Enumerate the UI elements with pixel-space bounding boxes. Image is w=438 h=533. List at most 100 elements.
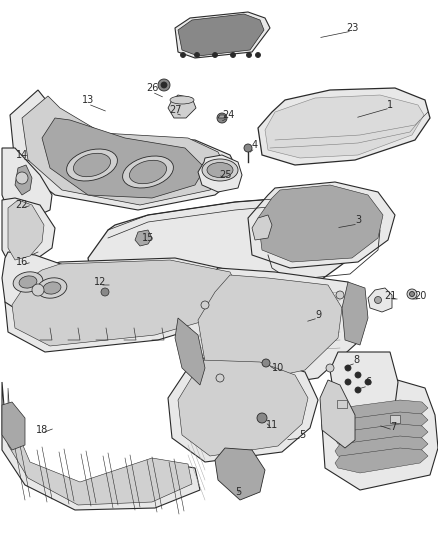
Polygon shape	[265, 95, 424, 158]
Polygon shape	[390, 415, 400, 423]
Polygon shape	[335, 412, 428, 437]
Circle shape	[230, 52, 236, 58]
Circle shape	[326, 364, 334, 372]
Polygon shape	[2, 148, 52, 220]
Polygon shape	[258, 185, 383, 262]
Text: 21: 21	[384, 291, 396, 301]
Circle shape	[410, 292, 414, 296]
Polygon shape	[175, 12, 270, 58]
Text: 6: 6	[365, 377, 371, 387]
Polygon shape	[258, 88, 430, 165]
Circle shape	[247, 52, 251, 58]
Circle shape	[32, 284, 44, 296]
Ellipse shape	[202, 159, 238, 181]
Circle shape	[355, 372, 361, 378]
Text: 15: 15	[142, 233, 154, 243]
Text: 24: 24	[222, 110, 234, 120]
Circle shape	[345, 379, 351, 385]
Circle shape	[407, 289, 417, 299]
Circle shape	[16, 172, 28, 184]
Text: 25: 25	[220, 170, 232, 180]
Text: 10: 10	[272, 363, 284, 373]
Polygon shape	[168, 358, 318, 462]
Circle shape	[158, 79, 170, 91]
Polygon shape	[368, 288, 392, 312]
Circle shape	[255, 52, 261, 58]
Polygon shape	[2, 382, 200, 510]
Circle shape	[244, 144, 252, 152]
Circle shape	[216, 374, 224, 382]
Text: 18: 18	[36, 425, 48, 435]
Polygon shape	[135, 230, 152, 246]
Text: 1: 1	[387, 100, 393, 110]
Polygon shape	[15, 165, 32, 195]
Circle shape	[365, 379, 371, 385]
Polygon shape	[178, 14, 264, 56]
Polygon shape	[252, 215, 272, 240]
Circle shape	[262, 359, 270, 367]
Polygon shape	[168, 95, 196, 118]
Text: 5: 5	[235, 487, 241, 497]
Polygon shape	[342, 282, 368, 345]
Polygon shape	[320, 380, 355, 448]
Polygon shape	[10, 90, 240, 210]
Polygon shape	[8, 388, 192, 505]
Polygon shape	[42, 118, 205, 198]
Circle shape	[374, 296, 381, 303]
Circle shape	[257, 413, 267, 423]
Text: 16: 16	[16, 257, 28, 267]
Polygon shape	[218, 115, 226, 118]
Text: 14: 14	[16, 150, 28, 160]
Ellipse shape	[74, 154, 110, 177]
Text: 23: 23	[346, 23, 358, 33]
Polygon shape	[22, 96, 228, 205]
Polygon shape	[322, 375, 438, 490]
Circle shape	[161, 82, 167, 88]
Circle shape	[345, 365, 351, 371]
Text: 20: 20	[414, 291, 426, 301]
Text: 7: 7	[390, 422, 396, 432]
Polygon shape	[88, 195, 368, 318]
Ellipse shape	[43, 282, 61, 294]
Ellipse shape	[170, 96, 194, 104]
Polygon shape	[2, 252, 78, 318]
Polygon shape	[2, 402, 25, 450]
Polygon shape	[178, 268, 365, 392]
Text: 11: 11	[266, 420, 278, 430]
Text: 22: 22	[16, 200, 28, 210]
Text: 27: 27	[169, 105, 181, 115]
Ellipse shape	[19, 276, 37, 288]
Circle shape	[194, 52, 199, 58]
Polygon shape	[335, 400, 428, 425]
Polygon shape	[5, 258, 248, 352]
Text: 9: 9	[315, 310, 321, 320]
Text: 12: 12	[94, 277, 106, 287]
Text: 13: 13	[82, 95, 94, 105]
Text: 5: 5	[299, 430, 305, 440]
Polygon shape	[2, 198, 55, 265]
Ellipse shape	[13, 272, 43, 292]
Ellipse shape	[129, 160, 166, 184]
Circle shape	[212, 52, 218, 58]
Circle shape	[336, 291, 344, 299]
Polygon shape	[198, 155, 242, 192]
Polygon shape	[248, 182, 395, 268]
Circle shape	[217, 113, 227, 123]
Polygon shape	[335, 448, 428, 473]
Polygon shape	[12, 260, 240, 346]
Polygon shape	[335, 436, 428, 461]
Ellipse shape	[207, 163, 233, 177]
Text: 8: 8	[353, 355, 359, 365]
Polygon shape	[215, 448, 265, 500]
Polygon shape	[337, 400, 347, 408]
Polygon shape	[198, 275, 342, 384]
Circle shape	[101, 288, 109, 296]
Polygon shape	[330, 352, 398, 415]
Polygon shape	[175, 318, 205, 385]
Circle shape	[201, 301, 209, 309]
Ellipse shape	[37, 278, 67, 298]
Text: 26: 26	[146, 83, 158, 93]
Circle shape	[180, 52, 186, 58]
Text: 4: 4	[252, 140, 258, 150]
Ellipse shape	[67, 149, 117, 181]
